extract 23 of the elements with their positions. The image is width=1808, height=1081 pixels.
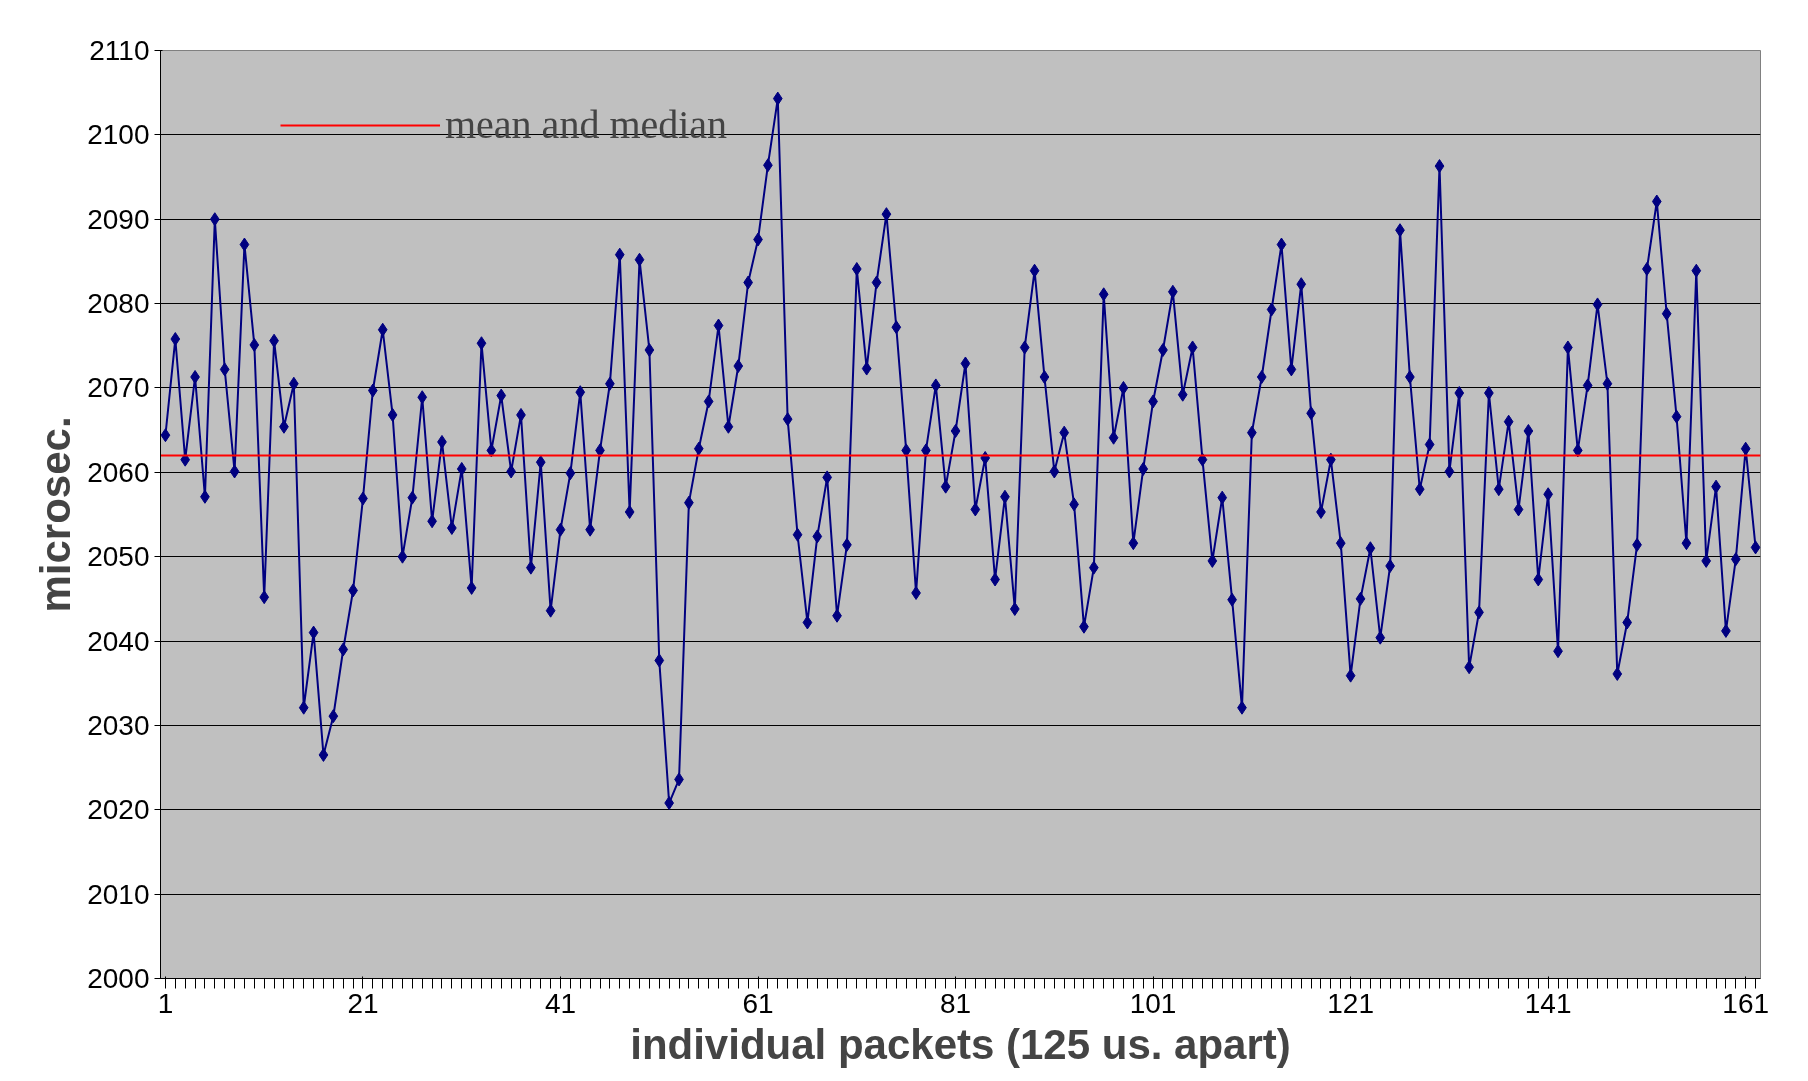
- x-tick-label: 1: [157, 987, 174, 1019]
- y-tick-label: 2100: [87, 119, 150, 151]
- y-tick-label: 2020: [87, 794, 150, 826]
- y-axis-title: microsec.: [32, 416, 80, 613]
- x-tick-label: 161: [1722, 987, 1770, 1019]
- x-tick-label: 81: [939, 987, 972, 1019]
- x-tick-label: 41: [544, 987, 577, 1019]
- y-tick-label: 2080: [87, 288, 150, 320]
- y-tick-label: 2070: [87, 372, 150, 404]
- y-tick-label: 2010: [87, 878, 150, 910]
- y-tick-label: 2040: [87, 625, 150, 657]
- y-tick-label: 2060: [87, 456, 150, 488]
- x-tick-label: 101: [1129, 987, 1177, 1019]
- x-tick-label: 61: [742, 987, 774, 1019]
- y-tick-label: 2000: [87, 963, 150, 994]
- y-tick-label: 2110: [89, 35, 150, 66]
- x-tick-label: 121: [1327, 987, 1374, 1019]
- y-tick-label: 2050: [87, 541, 150, 573]
- x-tick-label: 141: [1524, 987, 1572, 1019]
- y-tick-label: 2090: [87, 203, 150, 235]
- x-tick-label: 21: [347, 987, 379, 1019]
- y-tick-label: 2030: [87, 709, 150, 741]
- x-axis-title: individual packets (125 us. apart): [630, 1020, 1291, 1068]
